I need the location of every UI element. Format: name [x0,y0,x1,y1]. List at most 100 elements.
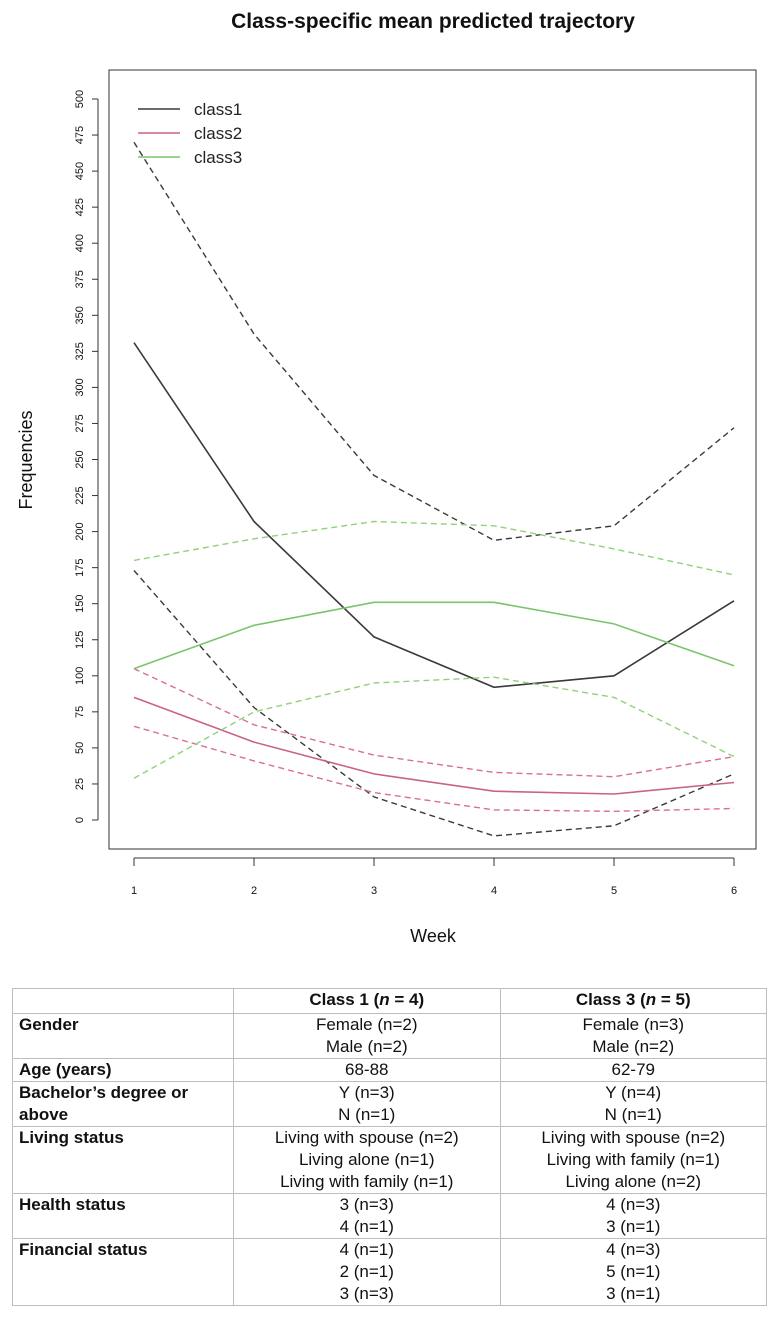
row-label: Living status [12,1126,234,1194]
cell-line: N (n=1) [338,1105,396,1124]
cell-line: Living with family (n=1) [546,1150,720,1169]
header-class3-n: n [645,990,657,1009]
class1-cell: Y (n=3) N (n=1) [233,1081,501,1127]
cell-line: 4 (n=3) [606,1240,661,1259]
y-tick-label: 50 [74,742,86,754]
table-row-education: Bachelor’s degree or above Y (n=3) N (n=… [12,1081,767,1127]
cell-line: Living alone (n=1) [298,1150,435,1169]
row-label: Bachelor’s degree or above [12,1081,234,1127]
cell-line: Living with family (n=1) [280,1172,454,1191]
cell-line: 4 (n=1) [339,1217,394,1236]
class1-cell: Female (n=2) Male (n=2) [233,1013,501,1059]
y-tick-label: 175 [74,558,86,576]
cell-line: 5 (n=1) [606,1262,661,1281]
cell-line: 3 (n=1) [606,1284,661,1303]
y-axis-label: Frequencies [16,410,36,509]
y-tick-label: 475 [74,126,86,144]
y-tick-label: 125 [74,631,86,649]
cell-line: Living with spouse (n=2) [541,1128,726,1147]
cell-line: 3 (n=3) [339,1284,394,1303]
series-line-class3-upper [133,520,735,576]
class3-cell: Living with spouse (n=2) Living with fam… [499,1126,767,1194]
table-row-age: Age (years) 68-88 62-79 [12,1058,767,1082]
y-tick-label: 450 [74,162,86,180]
series-line-class3-lower [133,676,735,779]
header-class1-prefix: Class 1 ( [309,990,380,1009]
cell-line: 2 (n=1) [339,1262,394,1281]
y-tick-label: 225 [74,486,86,504]
header-class1: Class 1 (n = 4) [233,988,501,1014]
x-axis: 1 2 3 4 5 6 [131,857,737,897]
x-tick-label: 2 [251,885,257,897]
legend: class1 class2 class3 [138,100,242,167]
y-tick-label: 150 [74,595,86,613]
y-tick-label: 500 [74,90,86,108]
cell-line: Female (n=3) [582,1015,685,1034]
series-line-class2-lower [133,725,735,813]
x-tick-label: 1 [131,885,137,897]
y-axis: 0 25 50 75 100 125 150 175 200 225 250 275 300 325 350… [74,90,99,823]
header-class1-suffix: = 4) [389,990,425,1009]
y-tick-label: 400 [74,234,86,252]
y-tick-label: 425 [74,198,86,216]
legend-label: class1 [194,100,242,119]
cell-line: Y (n=4) [605,1083,662,1102]
header-class3-prefix: Class 3 ( [575,990,646,1009]
y-tick-label: 350 [74,306,86,324]
class-profile-table: Class 1 (n = 4) Class 3 (n = 5) Gender F… [12,988,767,1306]
class1-cell: 68-88 [233,1058,501,1082]
cell-line: 62-79 [611,1060,655,1079]
table-row-living-status: Living status Living with spouse (n=2) L… [12,1126,767,1194]
series-layer [133,141,735,837]
cell-line: N (n=1) [604,1105,662,1124]
cell-line: Living with spouse (n=2) [274,1128,459,1147]
x-tick-label: 3 [371,885,377,897]
class1-cell: 4 (n=1) 2 (n=1) 3 (n=3) [233,1238,501,1306]
row-label: Health status [12,1193,234,1239]
cell-line: 4 (n=3) [606,1195,661,1214]
class3-cell: Female (n=3) Male (n=2) [499,1013,767,1059]
legend-label: class3 [194,148,242,167]
table-header-row: Class 1 (n = 4) Class 3 (n = 5) [12,988,767,1014]
row-label: Financial status [12,1238,234,1306]
series-line-class2 [133,696,735,795]
series-line-class1-upper [133,141,735,542]
cell-line: 3 (n=3) [339,1195,394,1214]
y-tick-label: 275 [74,414,86,432]
trajectory-chart: Class-specific mean predicted trajectory… [16,10,757,946]
cell-line: 68-88 [345,1060,389,1079]
cell-line: Male (n=2) [592,1037,675,1056]
x-tick-label: 4 [491,885,497,897]
y-tick-label: 200 [74,522,86,540]
cell-line: 4 (n=1) [339,1240,394,1259]
y-tick-label: 325 [74,342,86,360]
header-class1-n: n [379,990,390,1009]
class3-cell: 4 (n=3) 5 (n=1) 3 (n=1) [499,1238,767,1306]
x-tick-label: 5 [611,885,617,897]
y-tick-label: 0 [74,817,86,823]
x-axis-label: Week [410,926,457,946]
x-tick-label: 6 [731,885,737,897]
cell-line: 3 (n=1) [606,1217,661,1236]
header-empty-cell [12,988,234,1014]
chart-title: Class-specific mean predicted trajectory [231,10,635,33]
y-tick-label: 75 [74,706,86,718]
cell-line: Living alone (n=2) [565,1172,702,1191]
header-class3: Class 3 (n = 5) [499,988,767,1014]
class3-cell: 62-79 [499,1058,767,1082]
header-class3-suffix: = 5) [656,990,691,1009]
legend-label: class2 [194,124,242,143]
table-row-gender: Gender Female (n=2) Male (n=2) Female (n… [12,1013,767,1059]
class1-cell: 3 (n=3) 4 (n=1) [233,1193,501,1239]
series-line-class3 [133,601,735,670]
y-tick-label: 375 [74,270,86,288]
series-line-class2-upper [133,667,735,778]
cell-line: Y (n=3) [338,1083,395,1102]
class1-cell: Living with spouse (n=2) Living alone (n… [233,1126,501,1194]
table-row-health-status: Health status 3 (n=3) 4 (n=1) 4 (n=3) 3 … [12,1193,767,1239]
cell-line: Female (n=2) [315,1015,418,1034]
series-line-class1-lower [133,570,735,837]
class3-cell: Y (n=4) N (n=1) [499,1081,767,1127]
y-tick-label: 25 [74,778,86,790]
cell-line: Male (n=2) [325,1037,408,1056]
